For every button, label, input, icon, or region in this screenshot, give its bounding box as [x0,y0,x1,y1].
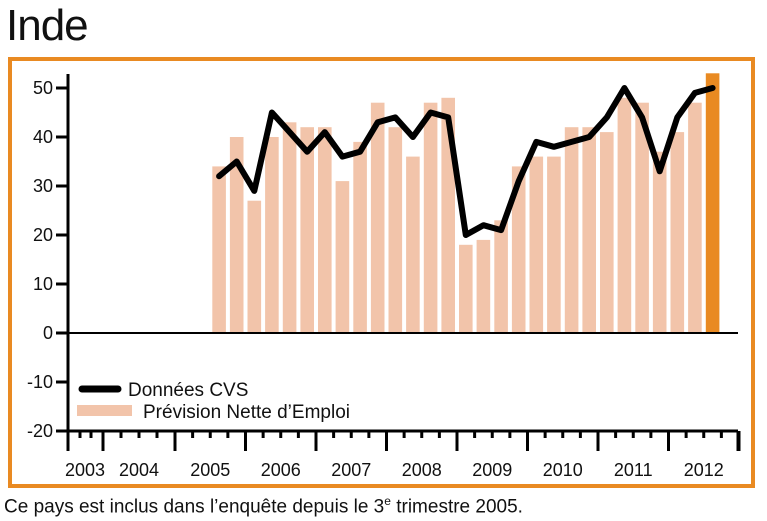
legend: Données CVS Prévision Nette d’Emploi [77,380,350,423]
chart-frame [8,57,755,488]
x-tick-label: 2003 [65,460,105,480]
legend-label-cvs: Données CVS [128,380,248,401]
legend-label-pne: Prévision Nette d’Emploi [143,402,350,423]
x-tick-label: 2006 [261,460,301,480]
x-tick-label: 2011 [614,460,653,480]
footnote-text-end: trimestre 2005. [390,496,523,518]
bar [635,102,649,333]
bar [652,151,667,333]
bar [388,127,403,333]
bar [617,97,632,333]
y-tick-label: 10 [33,274,53,294]
line-layer [216,85,716,238]
bar [547,156,561,333]
legend-bar-swatch [77,405,132,416]
bars-layer [212,73,720,334]
bar [318,127,332,333]
bar [511,166,526,333]
bar [529,156,544,333]
bar [476,239,491,333]
bar [688,102,702,333]
bar [494,220,508,333]
bar [564,127,579,333]
bar [600,132,614,333]
y-tick-label: -10 [27,372,53,392]
y-tick-label: 20 [33,225,53,245]
bar [670,132,685,333]
chart-title: Inde [6,1,89,50]
bar [335,181,350,333]
y-tick-label: 0 [43,323,53,343]
y-tick-label: 50 [33,78,53,98]
x-tick-label: 2008 [402,460,442,480]
x-tick-label: 2009 [472,460,512,480]
bar [423,102,438,333]
footnote-text: Ce pays est inclus dans l’enquête depuis… [4,496,385,518]
y-tick-label: 30 [33,176,53,196]
bar [300,127,314,333]
bar [212,166,226,333]
bar [459,244,473,333]
bar [247,200,262,333]
bar [406,156,420,333]
bar [353,141,367,333]
bar-latest [705,73,720,334]
bar [370,102,385,333]
bar [229,137,244,333]
x-tick-label: 2005 [190,460,230,480]
bar [582,127,596,333]
x-tick-label: 2007 [331,460,371,480]
bar [265,137,279,333]
x-tick-label: 2012 [684,460,724,480]
y-tick-label: -20 [27,421,53,441]
x-tick-label: 2010 [543,460,583,480]
y-tick-label: 40 [33,127,53,147]
x-tick-label: 2004 [119,460,159,480]
footnote-superscript: e [384,494,391,508]
bar [282,122,297,333]
footnote: Ce pays est inclus dans l’enquête depuis… [4,494,523,518]
